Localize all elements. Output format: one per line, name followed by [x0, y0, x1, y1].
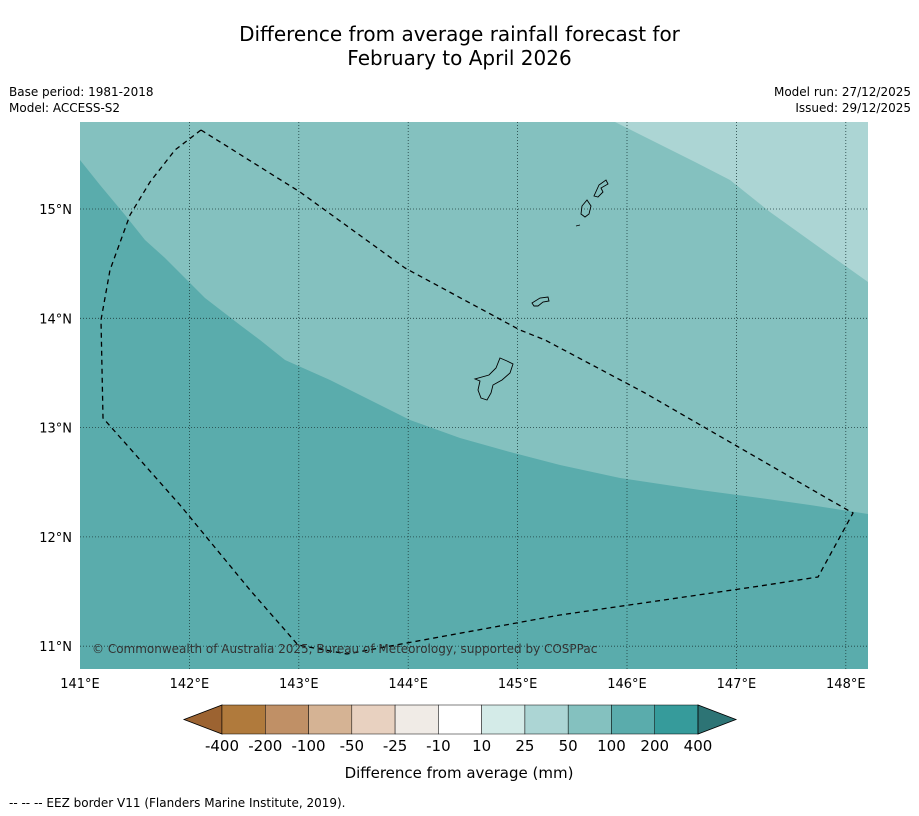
title-line-1: Difference from average rainfall forecas…	[239, 22, 680, 46]
colorbar-tick-label: -400	[205, 737, 239, 755]
colorbar-tick-label: 10	[472, 737, 491, 755]
copyright-text: © Commonwealth of Australia 2025, Bureau…	[92, 642, 597, 656]
lat-tick-label: 12°N	[39, 531, 72, 546]
colorbar-segment	[524, 704, 569, 735]
lon-tick-label: 144°E	[388, 677, 428, 692]
colorbar-arrow-low	[182, 704, 223, 735]
lat-tick-label: 14°N	[39, 312, 72, 327]
island-middle	[580, 199, 592, 218]
zone-25-to-50	[615, 122, 868, 282]
title-line-2: February to April 2026	[347, 46, 572, 70]
colorbar-tick-label: 400	[684, 737, 713, 755]
colorbar-segment	[265, 704, 309, 735]
colorbar-tick-label: -100	[292, 737, 326, 755]
latitude-labels: 15°N 14°N 13°N 12°N 11°N	[39, 203, 72, 655]
island-guam	[473, 357, 514, 401]
colorbar-segment	[351, 704, 396, 735]
colorbar-segment	[221, 704, 266, 735]
forecast-zones	[80, 122, 868, 669]
lon-tick-label: 146°E	[607, 677, 647, 692]
meta-right: Model run: 27/12/2025 Issued: 29/12/2025	[774, 84, 911, 116]
colorbar-tick-label: -50	[340, 737, 365, 755]
longitude-labels: 141°E 142°E 143°E 144°E 145°E 146°E 147°E 148°E	[60, 677, 865, 692]
colorbar-segment	[481, 704, 526, 735]
colorbar: -400 -200 -100 -50 -25 -10 10 25 50 100 200 400	[182, 704, 738, 755]
footnote: -- -- -- EEZ border V11 (Flanders Marine…	[9, 796, 346, 810]
colorbar-segment	[438, 704, 482, 735]
colorbar-tick-label: -25	[383, 737, 408, 755]
colorbar-tick-label: 100	[597, 737, 626, 755]
gridlines	[80, 122, 868, 669]
colorbar-segment	[567, 704, 612, 735]
lat-tick-label: 15°N	[39, 203, 72, 218]
lon-tick-label: 147°E	[717, 677, 757, 692]
colorbar-tick-label: 50	[559, 737, 578, 755]
base-period: Base period: 1981-2018	[9, 85, 154, 99]
lon-tick-label: 141°E	[60, 677, 100, 692]
lat-tick-label: 13°N	[39, 422, 72, 437]
lon-tick-label: 142°E	[170, 677, 210, 692]
island-north	[593, 179, 609, 198]
colorbar-tick-label: -10	[426, 737, 451, 755]
lat-tick-label: 11°N	[39, 640, 72, 655]
lon-tick-label: 148°E	[826, 677, 866, 692]
colorbar-label: Difference from average (mm)	[345, 764, 574, 782]
island-rota	[531, 296, 550, 307]
islands	[473, 179, 609, 401]
colorbar-tick-label: -200	[248, 737, 282, 755]
colorbar-segment	[308, 704, 353, 735]
colorbar-segment	[611, 704, 655, 735]
colorbar-tick-label: 200	[640, 737, 669, 755]
chart-title: Difference from average rainfall forecas…	[0, 22, 919, 70]
eez-border	[100, 129, 854, 655]
meta-left: Base period: 1981-2018 Model: ACCESS-S2	[9, 84, 154, 116]
colorbar-arrow-high	[697, 704, 738, 735]
lon-tick-label: 145°E	[498, 677, 538, 692]
model-run: Model run: 27/12/2025	[773, 85, 911, 99]
colorbar-segment	[394, 704, 439, 735]
model-name: Model: ACCESS-S2	[9, 101, 121, 115]
lon-tick-label: 143°E	[279, 677, 319, 692]
issued-date: Issued: 29/12/2025	[795, 101, 911, 115]
colorbar-segment	[654, 704, 699, 735]
island-small	[575, 224, 581, 227]
colorbar-tick-label: 25	[515, 737, 534, 755]
